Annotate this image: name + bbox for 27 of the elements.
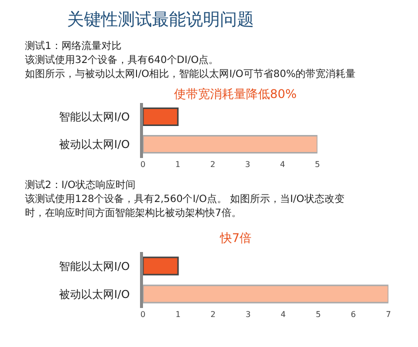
text: 该测试使用128个设备，具有2,560个I/O点。 如图所示，当I/O状态改变: [25, 193, 344, 205]
x-tick-label: 3: [245, 160, 250, 169]
x-tick-label: 1: [175, 310, 181, 319]
x-tick-label: 5: [316, 310, 321, 319]
x-tick-label: 1: [175, 160, 180, 169]
x-tick-label: 2: [210, 310, 216, 319]
chart-title: 快7倍: [219, 231, 252, 245]
y-tick-label: 智能以太网I/O: [59, 260, 130, 273]
x-tick-label: 2: [210, 160, 216, 169]
text: 测试2：I/O状态响应时间: [25, 179, 136, 191]
x-tick-label: 6: [350, 310, 356, 319]
text: 测试1：网络流量对比: [25, 40, 122, 52]
x-tick-label: 0: [140, 310, 146, 319]
y-tick-label: 智能以太网I/O: [59, 110, 130, 124]
y-tick-label: 被动以太网I/O: [59, 288, 130, 301]
x-tick-label: 5: [314, 160, 320, 169]
chart-title: 使带宽消耗量降低80%: [174, 87, 297, 101]
y-tick-label: 被动以太网I/O: [59, 138, 130, 152]
x-tick-label: 0: [140, 160, 146, 169]
text: 如图所示，与被动以太网I/O相比，智能以太网I/O可节省80%的带宽消耗量: [25, 68, 356, 80]
x-tick-label: 3: [246, 310, 251, 319]
text: 时，在响应时间方面智能架构比被动架构快7倍。: [25, 207, 242, 219]
x-tick-label: 7: [386, 310, 391, 319]
x-tick-label: 4: [280, 310, 286, 319]
text: 该测试使用32个设备，具有640个DI/O点。: [25, 54, 219, 66]
text: 关键性测试最能说明问题: [67, 10, 254, 30]
x-tick-label: 4: [280, 160, 286, 169]
